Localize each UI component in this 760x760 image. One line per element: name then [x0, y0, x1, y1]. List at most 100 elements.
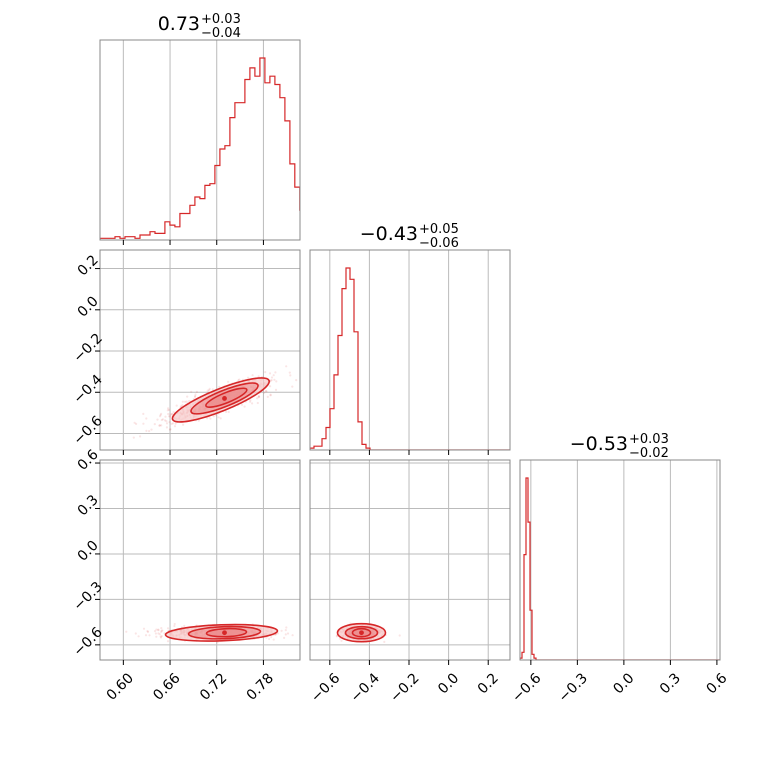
- sample-point: [188, 399, 191, 403]
- sample-point: [264, 371, 267, 374]
- sample-point: [186, 395, 189, 398]
- median-point: [359, 630, 364, 636]
- sample-point: [133, 421, 136, 424]
- sample-point: [249, 399, 252, 402]
- sample-point: [142, 627, 146, 630]
- sample-point: [150, 428, 153, 431]
- x-tick-label-4: 0.6: [703, 670, 730, 697]
- y-tick-label-3: −0.4: [70, 372, 105, 407]
- sample-point: [170, 422, 173, 425]
- x-tick-label-2: 0.0: [610, 670, 637, 697]
- sample-point: [243, 405, 246, 408]
- sample-point: [159, 636, 163, 639]
- sample-point: [289, 374, 292, 377]
- sample-point: [274, 371, 277, 374]
- sample-point: [160, 627, 163, 630]
- sample-point: [197, 419, 200, 422]
- sample-point: [335, 635, 338, 638]
- sample-point: [163, 419, 167, 422]
- sample-point: [169, 415, 172, 418]
- title-param3-upper: +0.03: [629, 432, 669, 447]
- sample-point: [219, 417, 222, 420]
- panel-frame: [99, 459, 301, 661]
- sample-point: [270, 376, 274, 379]
- panel-r1-c1: [99, 39, 301, 245]
- sample-point: [284, 629, 287, 632]
- sample-point: [181, 400, 184, 403]
- title-param1-upper: +0.03: [201, 12, 241, 27]
- sample-point: [160, 635, 163, 638]
- sample-point: [288, 371, 291, 374]
- sample-point: [148, 634, 151, 637]
- panel-frame: [99, 39, 301, 241]
- sample-point: [159, 635, 162, 638]
- sample-point: [209, 417, 212, 420]
- sample-point: [275, 380, 278, 383]
- sample-point: [272, 638, 275, 641]
- sample-point: [270, 636, 273, 639]
- sample-point: [227, 380, 230, 383]
- sample-point: [155, 635, 158, 638]
- sample-point: [268, 637, 271, 641]
- sample-point: [276, 632, 279, 635]
- sample-point: [266, 395, 269, 398]
- sample-point: [270, 379, 273, 382]
- panel-r3-c1: 0.60 0.66 0.72 0.78 0.6 0.3 0.0 −0.3 −0.6: [70, 447, 308, 704]
- sample-point: [263, 391, 266, 394]
- sample-point: [160, 631, 163, 634]
- sample-point: [272, 374, 275, 377]
- sample-point: [167, 407, 170, 410]
- sample-point: [398, 634, 401, 637]
- sample-point: [142, 412, 145, 415]
- sample-point: [295, 379, 298, 382]
- sample-point: [171, 412, 174, 415]
- sample-point: [257, 375, 260, 378]
- y-tick-label-3: −0.3: [70, 579, 105, 614]
- sample-point: [166, 627, 170, 630]
- panel-r2-c1: 0.2 0.0 −0.2 −0.4 −0.6: [70, 249, 301, 455]
- sample-point: [193, 395, 196, 399]
- y-tick-label-2: 0.0: [75, 538, 102, 565]
- sample-point: [227, 410, 230, 414]
- sample-point: [265, 390, 268, 393]
- x-tick-label-3: 0.0: [435, 670, 462, 697]
- sample-point: [167, 412, 170, 416]
- sample-point: [173, 624, 176, 628]
- sample-point: [218, 385, 221, 388]
- x-tick-label-4: 0.2: [475, 670, 502, 697]
- sample-point: [160, 412, 163, 415]
- sample-point: [157, 628, 160, 631]
- x-tick-label-3: 0.78: [244, 670, 277, 703]
- sample-point: [306, 635, 308, 637]
- y-tick-label-2: −0.2: [70, 331, 105, 366]
- sample-point: [171, 422, 175, 425]
- histogram-param3: [520, 477, 720, 660]
- sample-point: [284, 633, 287, 636]
- sample-point: [291, 634, 294, 637]
- sample-point: [160, 418, 163, 422]
- sample-point: [268, 372, 272, 375]
- y-tick-label-0: 0.2: [75, 252, 102, 279]
- sample-point: [167, 415, 171, 418]
- x-tick-label-3: 0.3: [657, 670, 684, 697]
- sample-point: [251, 374, 254, 377]
- sample-point: [273, 378, 276, 381]
- sample-point: [137, 635, 140, 638]
- sample-point: [274, 388, 278, 391]
- sample-point: [157, 629, 160, 632]
- sample-point: [160, 424, 163, 427]
- x-tick-label-1: −0.3: [556, 670, 591, 705]
- x-tick-label-0: −0.6: [509, 670, 544, 705]
- sample-point: [164, 415, 167, 418]
- sample-point: [168, 421, 171, 424]
- panel-frame: [309, 249, 511, 451]
- sample-point: [179, 405, 182, 408]
- sample-point: [166, 640, 170, 643]
- y-tick-label-1: 0.0: [75, 293, 102, 320]
- sample-point: [148, 430, 151, 433]
- title-param3-lower: −0.02: [629, 446, 669, 461]
- sample-point: [165, 420, 168, 423]
- sample-point: [134, 632, 137, 635]
- median-point: [222, 630, 227, 636]
